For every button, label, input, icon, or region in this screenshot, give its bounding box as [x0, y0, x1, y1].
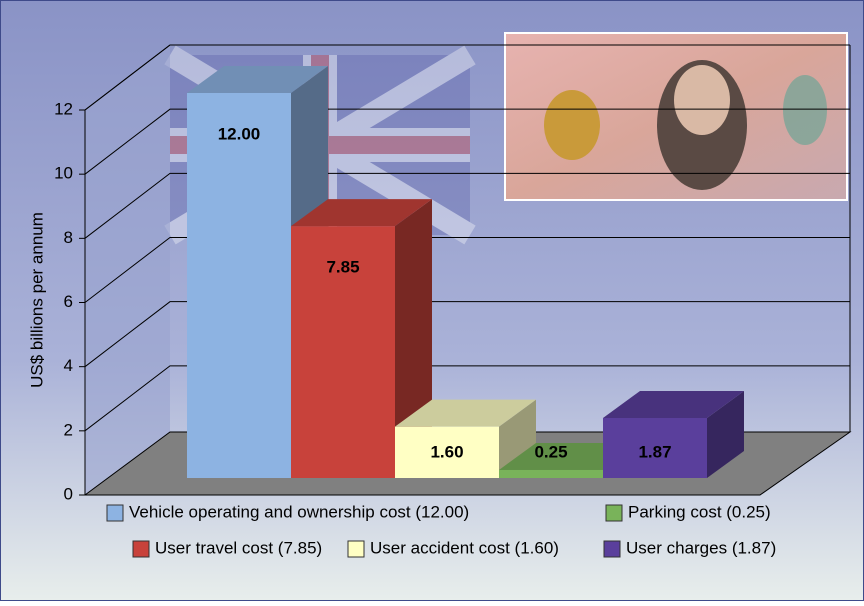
bar [499, 470, 603, 478]
chart: US$ billions per annum 0 2 4 6 8 10 12 12.00 7.8… [0, 0, 864, 601]
legend-label: User accident cost (1.60) [370, 538, 559, 557]
y-tick-label: 10 [54, 164, 73, 183]
value-label: 1.60 [430, 442, 463, 461]
legend-label: Vehicle operating and ownership cost (12… [129, 502, 469, 521]
legend-swatch [604, 541, 620, 557]
banknote [505, 33, 847, 200]
y-tick-label: 4 [64, 356, 73, 375]
legend-swatch [348, 541, 364, 557]
legend-swatch [133, 541, 149, 557]
y-tick-label: 6 [64, 292, 73, 311]
y-tick-label: 0 [64, 484, 73, 503]
y-tick-label: 2 [64, 420, 73, 439]
y-tick-label: 12 [54, 99, 73, 118]
legend-label: User travel cost (7.85) [155, 538, 322, 557]
y-tick-label: 8 [64, 228, 73, 247]
value-label: 12.00 [218, 124, 261, 143]
bar [187, 93, 291, 478]
legend-swatch [107, 505, 123, 521]
value-label: 0.25 [534, 442, 567, 461]
value-label: 1.87 [638, 442, 671, 461]
y-axis-label: US$ billions per annum [27, 212, 46, 388]
value-label: 7.85 [326, 258, 359, 277]
legend-swatch [606, 505, 622, 521]
legend-label: Parking cost (0.25) [628, 502, 771, 521]
legend-label: User charges (1.87) [626, 538, 776, 557]
